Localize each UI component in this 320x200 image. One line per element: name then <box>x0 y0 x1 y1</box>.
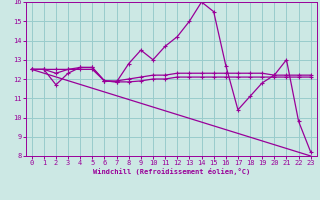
X-axis label: Windchill (Refroidissement éolien,°C): Windchill (Refroidissement éolien,°C) <box>92 168 250 175</box>
